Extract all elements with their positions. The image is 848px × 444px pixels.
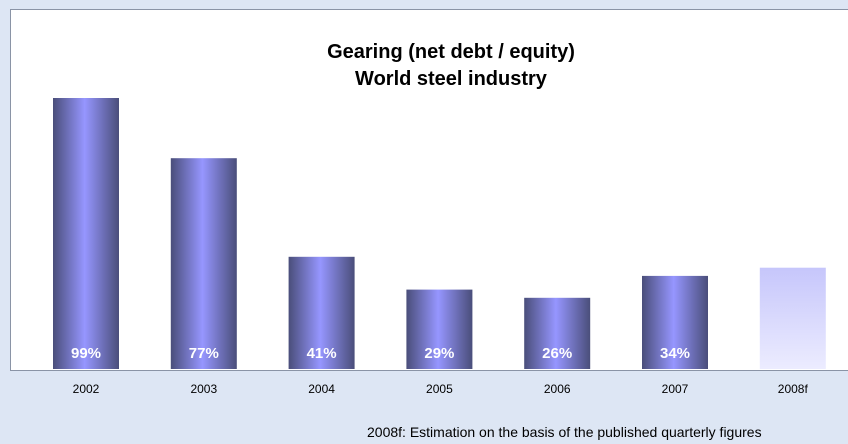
bar-2005 (406, 289, 473, 369)
x-tick-label-2005: 2005 (426, 382, 453, 396)
bar-value-label-2004: 41% (307, 345, 337, 362)
bar-value-label-2006: 26% (542, 345, 572, 362)
bar-labels: 99% 77% 41% 29% 26% 34% (71, 345, 690, 362)
bar-2007 (642, 275, 708, 369)
bar-2002 (53, 98, 119, 369)
bar-2003 (170, 158, 237, 369)
bars (53, 98, 826, 369)
x-tick-label-2006: 2006 (544, 382, 571, 396)
bar-2004 (288, 256, 355, 369)
x-tick-label-2003: 2003 (190, 382, 217, 396)
chart-subtitle: World steel industry (355, 68, 548, 90)
bar-value-label-2002: 99% (71, 345, 101, 362)
footnote: 2008f: Estimation on the basis of the pu… (367, 424, 762, 440)
bar-value-label-2007: 34% (660, 345, 690, 362)
bar-value-label-2005: 29% (424, 345, 454, 362)
x-tick-label-2002: 2002 (73, 382, 100, 396)
bar-2008f (759, 267, 826, 369)
bar-value-label-2003: 77% (189, 345, 219, 362)
bar-2006 (524, 297, 591, 369)
x-tick-label-2004: 2004 (308, 382, 335, 396)
x-axis-ticks: 2002 2003 2004 2005 2006 2007 2008f (73, 382, 809, 396)
x-tick-label-2008f: 2008f (778, 382, 809, 396)
chart-title: Gearing (net debt / equity) (327, 41, 575, 63)
x-tick-label-2007: 2007 (662, 382, 689, 396)
